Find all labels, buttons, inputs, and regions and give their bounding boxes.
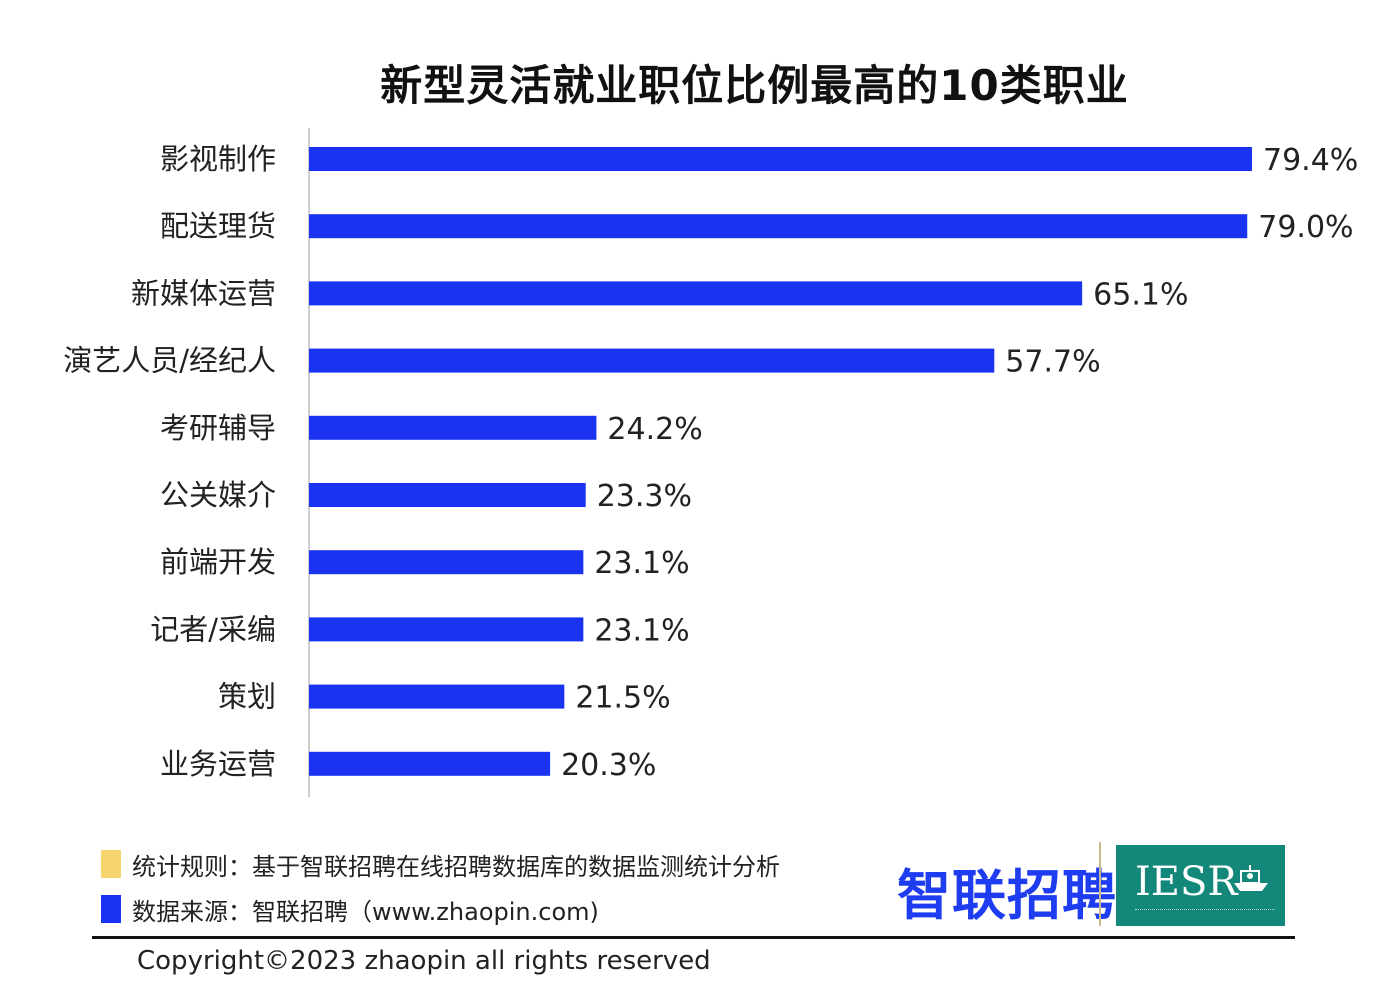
bar bbox=[309, 483, 586, 507]
bar bbox=[309, 348, 995, 373]
note-rule: 统计规则：基于智联招聘在线招聘数据库的数据监测统计分析 bbox=[101, 849, 780, 881]
category-label: 记者/采编 bbox=[150, 612, 276, 646]
category-label: 配送理货 bbox=[160, 209, 276, 243]
note-rule-swatch bbox=[101, 850, 121, 878]
logo-divider bbox=[1099, 842, 1101, 926]
copyright-text: Copyright©2023 zhaopin all rights reserv… bbox=[137, 946, 711, 976]
value-label: 79.4% bbox=[1263, 143, 1358, 178]
category-label: 前端开发 bbox=[160, 545, 276, 579]
category-label: 演艺人员/经纪人 bbox=[63, 344, 276, 378]
bar bbox=[309, 415, 597, 440]
category-label: 新媒体运营 bbox=[131, 276, 276, 310]
bar bbox=[309, 550, 584, 575]
value-label: 65.1% bbox=[1093, 277, 1188, 312]
zhilian-logo: 智联招聘 bbox=[897, 864, 1117, 927]
bars-layer: 影视制作 79.4% 配送理货 79.0% 新媒体运营 65.1% 演艺人员/经纪人 57.7… bbox=[63, 142, 1358, 783]
chart-title: 新型灵活就业职位比例最高的10类职业 bbox=[380, 61, 1129, 110]
category-label: 影视制作 bbox=[160, 142, 276, 176]
value-label: 24.2% bbox=[607, 412, 702, 447]
iesr-logo-subtitle bbox=[1135, 909, 1275, 913]
note-source-text: 数据来源：智联招聘（www.zhaopin.com) bbox=[132, 897, 599, 926]
note-rule-text: 统计规则：基于智联招聘在线招聘数据库的数据监测统计分析 bbox=[132, 852, 780, 881]
bar bbox=[309, 147, 1252, 171]
bar bbox=[309, 684, 565, 709]
value-label: 57.7% bbox=[1005, 345, 1100, 380]
value-label: 23.3% bbox=[597, 479, 692, 514]
bar-chart: 影视制作 79.4% 配送理货 79.0% 新媒体运营 65.1% 演艺人员/经纪人 57.7… bbox=[63, 128, 1358, 797]
value-label: 79.0% bbox=[1258, 210, 1353, 245]
note-source: 数据来源：智联招聘（www.zhaopin.com) bbox=[101, 894, 780, 926]
footer-notes: 统计规则：基于智联招聘在线招聘数据库的数据监测统计分析 数据来源：智联招聘（ww… bbox=[101, 849, 780, 939]
ship-icon bbox=[1234, 865, 1268, 891]
category-label: 策划 bbox=[218, 680, 276, 714]
footer-divider bbox=[92, 936, 1295, 939]
iesr-logo-text: IESR bbox=[1135, 859, 1238, 905]
bar bbox=[309, 751, 551, 776]
value-label: 20.3% bbox=[561, 748, 656, 783]
bar bbox=[309, 617, 584, 642]
iesr-logo: IESR bbox=[1116, 845, 1285, 926]
bar bbox=[309, 281, 1083, 306]
bar bbox=[309, 214, 1248, 239]
category-label: 考研辅导 bbox=[160, 411, 276, 445]
value-label: 21.5% bbox=[575, 681, 670, 716]
value-label: 23.1% bbox=[594, 546, 689, 581]
value-label: 23.1% bbox=[594, 613, 689, 648]
category-label: 公关媒介 bbox=[160, 478, 276, 512]
category-label: 业务运营 bbox=[160, 747, 276, 781]
note-source-swatch bbox=[101, 895, 121, 923]
